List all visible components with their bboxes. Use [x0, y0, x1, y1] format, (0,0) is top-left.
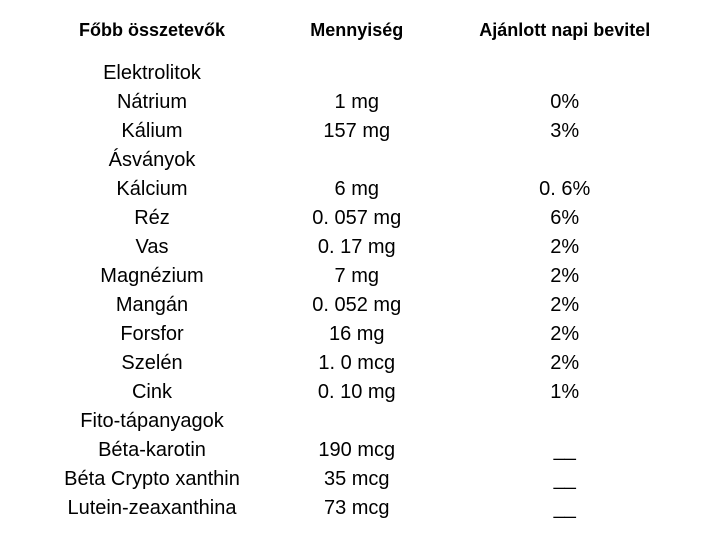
- ingredient-amount: 73 mcg: [269, 494, 445, 523]
- table-row: Forsfor16 mg2%: [35, 320, 685, 349]
- table-row: Lutein-zeaxanthina73 mcg__: [35, 494, 685, 523]
- table-row: Fito-tápanyagok: [35, 407, 685, 436]
- ingredient-name: Béta-karotin: [35, 436, 269, 465]
- table-header-row: Főbb összetevők Mennyiség Ajánlott napi …: [35, 20, 685, 41]
- table-row: Kálcium6 mg0. 6%: [35, 175, 685, 204]
- ingredient-amount: 0. 052 mg: [269, 291, 445, 320]
- ingredient-daily: __: [445, 436, 686, 465]
- ingredient-amount: [269, 59, 445, 88]
- ingredient-name: Szelén: [35, 349, 269, 378]
- ingredient-daily: 2%: [445, 262, 686, 291]
- ingredient-daily: 2%: [445, 320, 686, 349]
- ingredient-daily: 3%: [445, 117, 686, 146]
- ingredient-amount: 7 mg: [269, 262, 445, 291]
- ingredient-daily: __: [445, 494, 686, 523]
- ingredient-daily: 0. 6%: [445, 175, 686, 204]
- table-row: Béta Crypto xanthin35 mcg__: [35, 465, 685, 494]
- ingredient-name: Béta Crypto xanthin: [35, 465, 269, 494]
- ingredient-daily: 1%: [445, 378, 686, 407]
- table-body: ElektrolitokNátrium1 mg0%Kálium157 mg3%Á…: [35, 59, 685, 523]
- ingredient-name: Réz: [35, 204, 269, 233]
- ingredient-name: Fito-tápanyagok: [35, 407, 269, 436]
- ingredient-amount: 157 mg: [269, 117, 445, 146]
- table-row: Vas0. 17 mg2%: [35, 233, 685, 262]
- ingredient-name: Cink: [35, 378, 269, 407]
- ingredient-amount: [269, 407, 445, 436]
- ingredient-name: Kálcium: [35, 175, 269, 204]
- table-row: Kálium157 mg3%: [35, 117, 685, 146]
- ingredient-amount: 190 mcg: [269, 436, 445, 465]
- table-row: Magnézium7 mg2%: [35, 262, 685, 291]
- ingredient-daily: [445, 407, 686, 436]
- ingredient-daily: [445, 146, 686, 175]
- ingredient-daily: [445, 59, 686, 88]
- table-row: Elektrolitok: [35, 59, 685, 88]
- ingredient-name: Ásványok: [35, 146, 269, 175]
- ingredient-daily: 2%: [445, 349, 686, 378]
- ingredient-amount: 0. 10 mg: [269, 378, 445, 407]
- table-row: Mangán0. 052 mg2%: [35, 291, 685, 320]
- ingredient-amount: 6 mg: [269, 175, 445, 204]
- table-row: Béta-karotin190 mcg__: [35, 436, 685, 465]
- ingredient-amount: [269, 146, 445, 175]
- ingredient-name: Nátrium: [35, 88, 269, 117]
- ingredient-amount: 1 mg: [269, 88, 445, 117]
- table-row: Szelén1. 0 mcg2%: [35, 349, 685, 378]
- ingredient-amount: 1. 0 mcg: [269, 349, 445, 378]
- header-ingredients: Főbb összetevők: [35, 20, 269, 41]
- ingredient-daily: 2%: [445, 291, 686, 320]
- ingredient-amount: 16 mg: [269, 320, 445, 349]
- nutrient-table: Főbb összetevők Mennyiség Ajánlott napi …: [35, 20, 685, 523]
- header-daily: Ajánlott napi bevitel: [445, 20, 686, 41]
- ingredient-amount: 0. 057 mg: [269, 204, 445, 233]
- ingredient-name: Lutein-zeaxanthina: [35, 494, 269, 523]
- ingredient-name: Forsfor: [35, 320, 269, 349]
- ingredient-daily: 6%: [445, 204, 686, 233]
- ingredient-amount: 0. 17 mg: [269, 233, 445, 262]
- table-row: Ásványok: [35, 146, 685, 175]
- ingredient-name: Vas: [35, 233, 269, 262]
- ingredient-daily: __: [445, 465, 686, 494]
- ingredient-name: Magnézium: [35, 262, 269, 291]
- ingredient-amount: 35 mcg: [269, 465, 445, 494]
- table-row: Cink0. 10 mg1%: [35, 378, 685, 407]
- ingredient-daily: 2%: [445, 233, 686, 262]
- ingredient-name: Mangán: [35, 291, 269, 320]
- ingredient-daily: 0%: [445, 88, 686, 117]
- table-row: Réz0. 057 mg6%: [35, 204, 685, 233]
- ingredient-name: Kálium: [35, 117, 269, 146]
- table-row: Nátrium1 mg0%: [35, 88, 685, 117]
- ingredient-name: Elektrolitok: [35, 59, 269, 88]
- header-amount: Mennyiség: [269, 20, 445, 41]
